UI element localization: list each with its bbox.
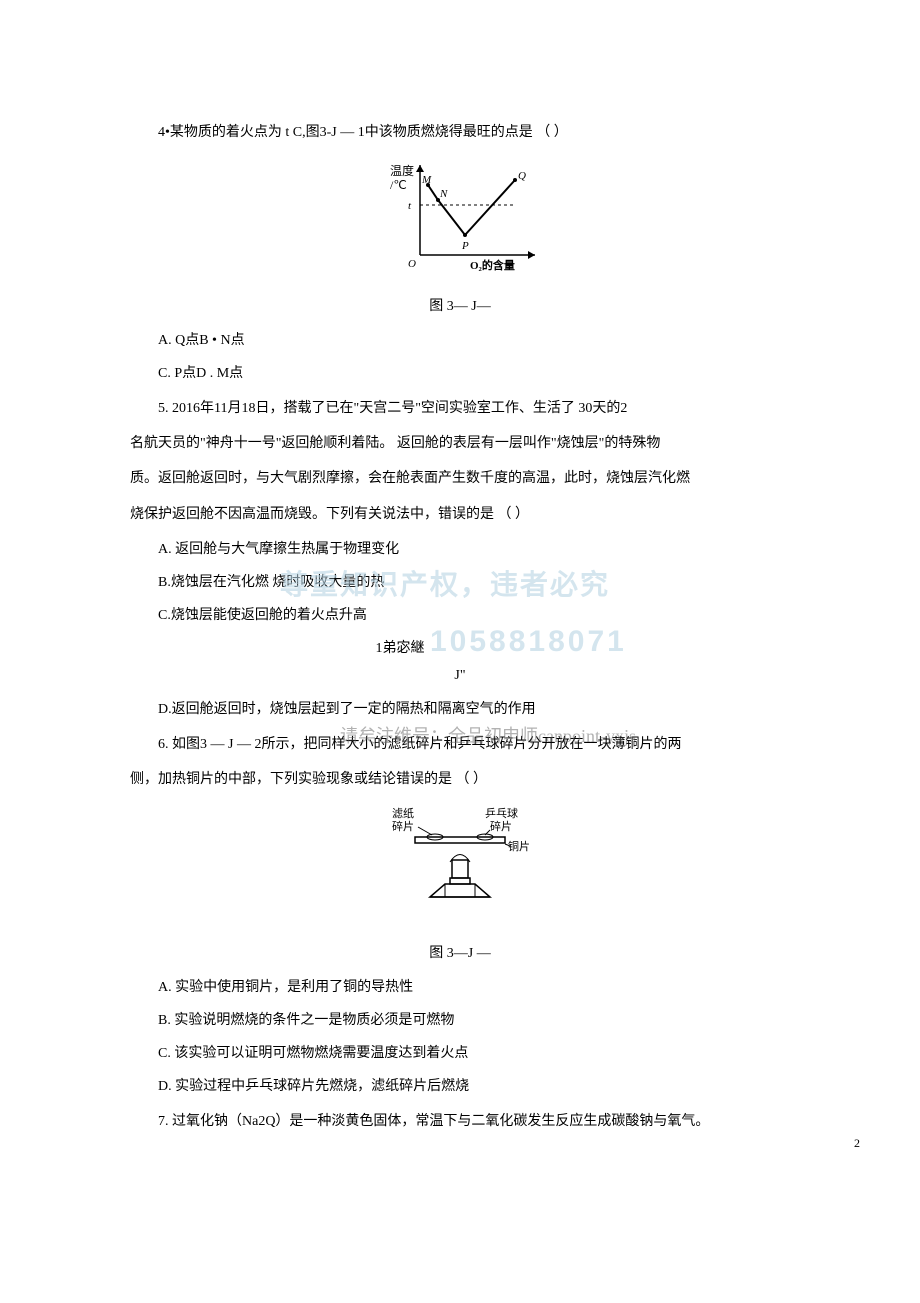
figure-3-j-1: 温度 /℃ t M N P Q O O₂的含量 bbox=[130, 155, 790, 284]
q6-option-c: C. 该实验可以证明可燃物燃烧需要温度达到着火点 bbox=[158, 1041, 790, 1066]
q5-line2: 名航天员的"神舟十一号"返回舱顺利着陆。 返回舱的表层有一层叫作"烧蚀层"的特殊… bbox=[130, 431, 790, 456]
svg-text:乒乓球: 乒乓球 bbox=[485, 806, 518, 820]
q5-line1: 5. 2016年11月18日，搭载了已在"天宫二号"空间实验室工作、生活了 30… bbox=[130, 396, 790, 421]
apparatus-icon: 滤纸 碎片 乒乓球 碎片 铜片 bbox=[390, 802, 530, 922]
q6-option-a: A. 实验中使用铜片，是利用了铜的导热性 bbox=[158, 975, 790, 1000]
fig2-caption: 图 3—J — bbox=[130, 941, 790, 966]
figure-3-j-2: 滤纸 碎片 乒乓球 碎片 铜片 bbox=[130, 802, 790, 931]
q4-option-c: C. P点D . M点 bbox=[158, 361, 790, 386]
svg-text:温度: 温度 bbox=[390, 163, 414, 178]
svg-text:碎片: 碎片 bbox=[392, 819, 414, 833]
q5-option-d: D.返回舱返回时，烧蚀层起到了一定的隔热和隔离空气的作用 bbox=[158, 697, 790, 722]
svg-text:碎片: 碎片 bbox=[490, 819, 512, 833]
q5-mid2: J" bbox=[130, 663, 790, 688]
svg-text:铜片: 铜片 bbox=[508, 839, 530, 853]
page-number: 2 bbox=[854, 1133, 860, 1155]
svg-text:O₂的含量: O₂的含量 bbox=[470, 258, 515, 272]
q6-option-d: D. 实验过程中乒乓球碎片先燃烧，滤纸碎片后燃烧 bbox=[158, 1074, 790, 1099]
svg-text:P: P bbox=[461, 240, 469, 252]
fig1-caption: 图 3— J— bbox=[130, 294, 790, 319]
svg-text:t: t bbox=[408, 200, 412, 212]
q5-line4: 烧保护返回舱不因高温而烧毁。下列有关说法中，错误的是 （ ） bbox=[130, 502, 790, 527]
q4-option-a: A. Q点B • N点 bbox=[158, 328, 790, 353]
q5-option-c: C.烧蚀层能使返回舱的着火点升高 bbox=[158, 603, 790, 628]
q5-option-a: A. 返回舱与大气摩擦生热属于物理变化 bbox=[158, 537, 790, 562]
svg-text:Q: Q bbox=[518, 170, 526, 182]
q4-text: 4•某物质的着火点为 t C,图3-J — 1中该物质燃烧得最旺的点是 （ ） bbox=[130, 120, 790, 145]
svg-text:O: O bbox=[408, 258, 416, 270]
q6-line1: 6. 如图3 — J — 2所示，把同样大小的滤纸碎片和乒乓球碎片分开放在一块薄… bbox=[130, 732, 790, 757]
svg-text:滤纸: 滤纸 bbox=[392, 807, 414, 820]
svg-text:N: N bbox=[439, 188, 448, 200]
q5-option-b: B.烧蚀层在汽化燃 烧时吸收大量的热 bbox=[158, 570, 790, 595]
graph-icon: 温度 /℃ t M N P Q O O₂的含量 bbox=[380, 155, 540, 275]
q5-mid1: 1弟宓継 bbox=[130, 636, 790, 661]
q6-option-b: B. 实验说明燃烧的条件之一是物质必须是可燃物 bbox=[158, 1008, 790, 1033]
q5-line3: 质。返回舱返回时，与大气剧烈摩擦，会在舱表面产生数千度的高温，此时，烧蚀层汽化燃 bbox=[130, 466, 790, 491]
svg-text:M: M bbox=[421, 174, 432, 186]
svg-text:/℃: /℃ bbox=[390, 178, 407, 192]
q7-text: 7. 过氧化钠（Na2Q）是一种淡黄色固体，常温下与二氧化碳发生反应生成碳酸钠与… bbox=[130, 1109, 790, 1134]
q6-line2: 侧，加热铜片的中部，下列实验现象或结论错误的是 （ ） bbox=[130, 767, 790, 792]
